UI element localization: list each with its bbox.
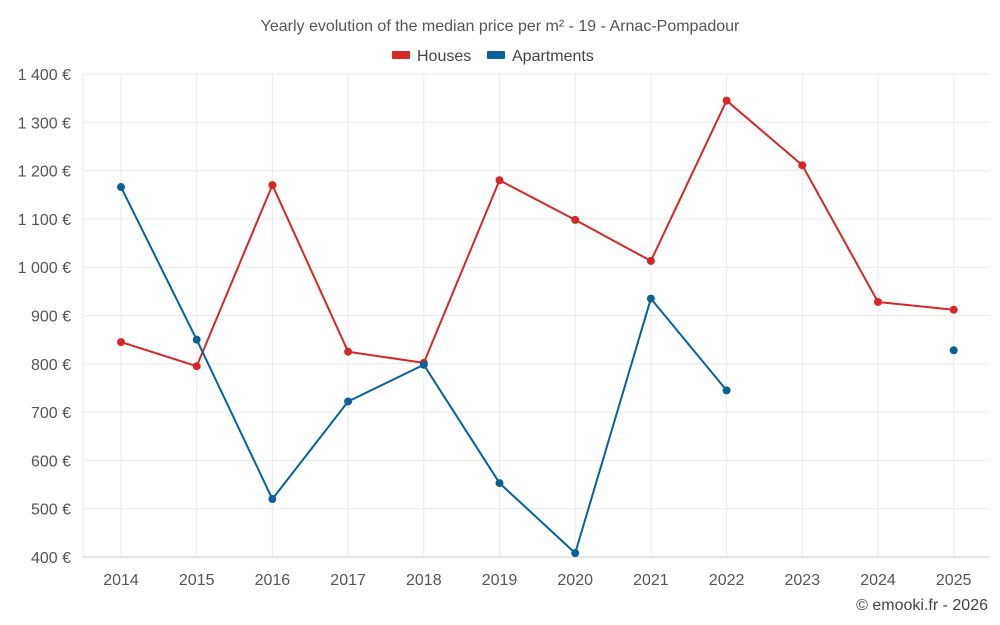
legend-item-houses[interactable]: Houses xyxy=(392,48,471,65)
data-point-houses-2020[interactable] xyxy=(571,215,580,224)
series-apartments xyxy=(117,183,958,558)
credit-text: © emooki.fr - 2026 xyxy=(856,597,988,614)
x-tick-label: 2023 xyxy=(785,572,821,589)
y-tick-label: 1 300 € xyxy=(18,115,71,132)
legend: Houses Apartments xyxy=(392,48,594,65)
data-point-apartments-2020[interactable] xyxy=(571,549,580,558)
legend-swatch-houses xyxy=(392,51,410,59)
series-line-houses xyxy=(120,99,954,368)
data-point-houses-2019[interactable] xyxy=(495,176,504,185)
x-tick-label: 2022 xyxy=(709,572,745,589)
y-tick-label: 600 € xyxy=(31,453,71,470)
data-point-apartments-2015[interactable] xyxy=(192,335,201,344)
x-tick-label: 2016 xyxy=(255,572,291,589)
chart-title: Yearly evolution of the median price per… xyxy=(261,18,740,35)
data-point-apartments-2017[interactable] xyxy=(344,397,353,406)
series-houses xyxy=(117,96,958,371)
data-point-houses-2016[interactable] xyxy=(268,181,277,190)
y-tick-label: 1 100 € xyxy=(18,212,71,229)
y-tick-label: 500 € xyxy=(31,502,71,519)
x-tick-label: 2020 xyxy=(557,572,593,589)
legend-label-houses: Houses xyxy=(417,48,471,65)
data-point-houses-2025[interactable] xyxy=(949,305,958,314)
data-point-apartments-2022[interactable] xyxy=(722,386,731,395)
y-tick-label: 1 200 € xyxy=(18,164,71,181)
legend-item-apartments[interactable]: Apartments xyxy=(487,48,594,65)
gridlines xyxy=(82,73,990,558)
y-tick-label: 700 € xyxy=(31,405,71,422)
legend-swatch-apartments xyxy=(487,51,505,59)
data-point-apartments-2021[interactable] xyxy=(646,294,655,303)
data-point-apartments-2019[interactable] xyxy=(495,479,504,488)
x-tick-label: 2025 xyxy=(936,572,972,589)
y-tick-label: 1 000 € xyxy=(18,260,71,277)
x-tick-label: 2021 xyxy=(633,572,669,589)
series xyxy=(117,96,958,558)
data-point-houses-2024[interactable] xyxy=(874,297,882,306)
data-point-houses-2023[interactable] xyxy=(798,161,807,170)
x-tick-label: 2017 xyxy=(330,572,366,589)
data-point-houses-2022[interactable] xyxy=(722,96,731,105)
y-tick-label: 400 € xyxy=(31,550,71,567)
y-tick-label: 900 € xyxy=(31,309,71,326)
legend-label-apartments: Apartments xyxy=(512,48,594,65)
data-point-houses-2014[interactable] xyxy=(117,338,125,347)
data-point-houses-2015[interactable] xyxy=(192,362,201,371)
x-tick-label: 2014 xyxy=(103,572,139,589)
axes: 400 € 500 € 600 € 700 € 800 € 900 € 1 000 € 1 1… xyxy=(18,67,990,589)
x-tick-label: 2024 xyxy=(860,572,896,589)
data-point-houses-2017[interactable] xyxy=(344,347,353,356)
data-point-houses-2021[interactable] xyxy=(646,256,655,265)
data-point-apartments-2018[interactable] xyxy=(419,360,428,369)
x-tick-label: 2018 xyxy=(406,572,442,589)
x-tick-label: 2019 xyxy=(482,572,518,589)
data-point-apartments-2016[interactable] xyxy=(268,495,277,504)
x-tick-label: 2015 xyxy=(179,572,215,589)
y-tick-label: 1 400 € xyxy=(18,67,71,84)
data-point-apartments-2025[interactable] xyxy=(949,346,958,355)
data-point-apartments-2014[interactable] xyxy=(117,183,125,192)
y-tick-label: 800 € xyxy=(31,357,71,374)
